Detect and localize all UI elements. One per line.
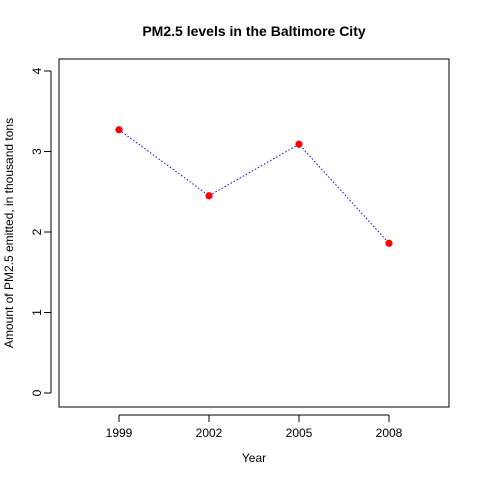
x-axis: 1999 2002 2005 2008 [106, 414, 403, 440]
data-point-2005 [295, 140, 303, 148]
y-tick-label: 4 [30, 67, 44, 74]
x-tick-label: 2005 [286, 426, 313, 440]
series-layer [115, 126, 393, 247]
series-line [118, 129, 390, 244]
y-axis-label: Amount of PM2.5 emitted, in thousand ton… [2, 118, 16, 348]
x-tick-label: 2002 [196, 426, 223, 440]
y-axis: 0 1 2 3 4 [30, 67, 52, 396]
y-tick-label: 3 [30, 148, 44, 155]
plot-frame [58, 58, 450, 408]
x-tick-label: 1999 [106, 426, 133, 440]
y-tick-label: 0 [30, 389, 44, 396]
chart-title: PM2.5 levels in the Baltimore City [142, 23, 366, 39]
y-tick-label: 1 [30, 309, 44, 316]
y-tick-label: 2 [30, 228, 44, 235]
x-tick-label: 2008 [376, 426, 403, 440]
data-point-2008 [385, 239, 393, 247]
x-axis-label: Year [242, 451, 266, 465]
data-point-2002 [205, 192, 213, 200]
data-point-1999 [115, 126, 123, 134]
